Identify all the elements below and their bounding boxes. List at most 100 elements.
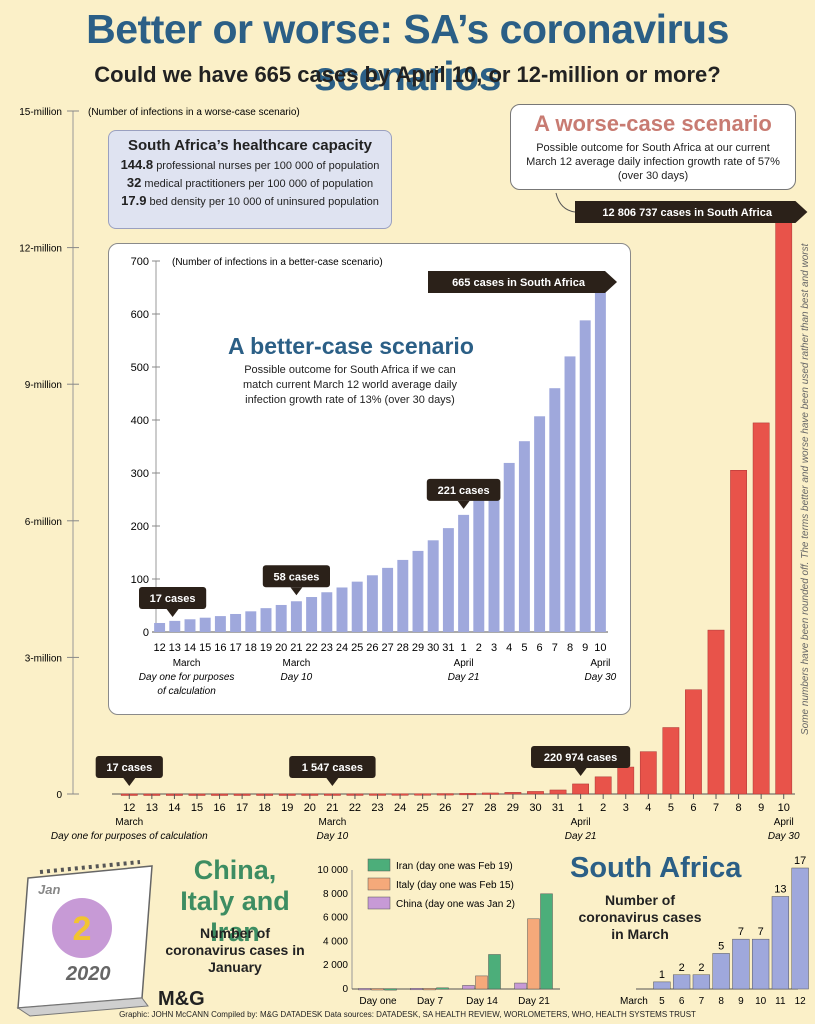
better-bar <box>199 617 211 632</box>
better-x-tick-label: 21 <box>290 642 302 654</box>
sa-data-label: 7 <box>758 926 764 938</box>
better-bar <box>366 575 378 632</box>
better-bar <box>503 462 515 632</box>
cii-legend-swatch <box>367 858 391 872</box>
better-x-tick-label: 29 <box>412 642 424 654</box>
better-x-tick-label: 12 <box>153 642 165 654</box>
sa-bar <box>751 938 770 990</box>
worse-callout: 1 547 cases <box>289 755 376 786</box>
better-bar <box>214 616 226 632</box>
worse-case-title: A worse-case scenario <box>534 111 772 136</box>
cii-bar <box>475 975 488 990</box>
worse-y-tick-label: 15-million <box>19 107 62 118</box>
better-bar <box>245 611 257 632</box>
sa-data-label: 7 <box>738 926 744 938</box>
sa-data-label: 2 <box>679 962 685 974</box>
sa-x-tick-label: 10 <box>755 996 767 1007</box>
cii-legend-swatch <box>367 896 391 910</box>
cii-bar <box>488 954 501 990</box>
sa-x-tick-label: 7 <box>699 996 705 1007</box>
sa-data-label: 5 <box>718 940 724 952</box>
better-x-tick-label: 8 <box>567 642 573 654</box>
svg-text:12 806 737 cases in South Afri: 12 806 737 cases in South Africa <box>602 207 772 219</box>
cii-legend-label: Iran (day one was Feb 19) <box>396 861 513 872</box>
sa-data-label: 2 <box>698 962 704 974</box>
worse-x-sublabel: April <box>774 817 794 828</box>
cii-legend-label: Italy (day one was Feb 15) <box>396 880 514 891</box>
mg-logo: M&G <box>158 988 205 1010</box>
better-bar <box>184 619 196 632</box>
better-x-tick-label: 24 <box>336 642 348 654</box>
sa-x-tick-label: 9 <box>738 996 744 1007</box>
worse-x-tick-label: 14 <box>168 802 180 814</box>
better-bar <box>564 356 576 632</box>
better-x-tick-label: 6 <box>537 642 543 654</box>
better-x-tick-label: 31 <box>442 642 454 654</box>
better-bar <box>518 441 530 632</box>
better-x-sublabel: April <box>590 658 610 669</box>
sa-bar <box>732 938 750 990</box>
sa-x-prefix: March <box>620 996 648 1007</box>
better-case-title: A better-case scenario <box>228 333 474 359</box>
better-x-tick-label: 1 <box>461 642 467 654</box>
worse-x-tick-label: 30 <box>529 802 541 814</box>
calendar-month: Jan <box>38 882 60 897</box>
better-y-tick-label: 700 <box>131 256 149 268</box>
worse-x-tick-label: 31 <box>552 802 564 814</box>
cii-bar <box>423 988 436 991</box>
better-x-tick-label: 13 <box>169 642 181 654</box>
better-x-tick-label: 19 <box>260 642 272 654</box>
calendar-icon: 2 Jan 2020 <box>16 860 153 1017</box>
svg-text:1 547 cases: 1 547 cases <box>302 762 363 774</box>
cii-y-tick-label: 4 000 <box>323 936 348 947</box>
cii-bar <box>358 988 371 991</box>
hc-num-2: 32 <box>126 175 142 190</box>
cii-bar <box>436 987 449 990</box>
better-x-tick-label: 16 <box>214 642 226 654</box>
better-bar <box>154 622 166 632</box>
better-x-tick-label: 20 <box>275 642 287 654</box>
sa-x-tick-label: 12 <box>795 996 807 1007</box>
better-bar <box>306 597 318 632</box>
better-x-sublabel: Day 21 <box>448 672 480 683</box>
better-y-axis-label: (Number of infections in a better-case s… <box>172 257 383 268</box>
china-italy-iran-desc: Number of coronavirus cases in January <box>165 925 305 975</box>
worse-y-axis-label: (Number of infections in a worse-case sc… <box>88 107 300 118</box>
better-bar <box>336 587 348 632</box>
better-bar <box>397 559 409 632</box>
worse-x-tick-label: 25 <box>417 802 429 814</box>
worse-x-tick-label: 28 <box>484 802 496 814</box>
worse-x-tick-label: 1 <box>578 802 584 814</box>
worse-x-sublabel: Day 30 <box>768 831 800 842</box>
better-x-sublabel: April <box>454 658 474 669</box>
worse-y-tick-label: 9-million <box>25 380 62 391</box>
worse-y-tick-label: 6-million <box>25 517 62 528</box>
worse-x-tick-label: 20 <box>304 802 316 814</box>
better-bar <box>579 320 591 632</box>
better-x-tick-label: 4 <box>506 642 512 654</box>
better-x-tick-label: 14 <box>184 642 196 654</box>
better-x-tick-label: 3 <box>491 642 497 654</box>
better-y-tick-label: 300 <box>131 468 149 480</box>
svg-text:58 cases: 58 cases <box>273 571 319 583</box>
worse-case-desc: Possible outcome for South Africa at our… <box>526 142 780 182</box>
better-y-tick-label: 100 <box>131 574 149 586</box>
better-bar <box>260 608 272 632</box>
better-bar <box>594 279 606 632</box>
cii-x-tick-label: Day 7 <box>417 996 444 1007</box>
better-x-tick-label: 22 <box>305 642 317 654</box>
better-bar <box>488 482 500 632</box>
cii-y-tick-label: 0 <box>342 984 348 995</box>
hc-num-1: 144.8 <box>120 157 154 172</box>
better-y-tick-label: 400 <box>131 415 149 427</box>
hc-text-1: professional nurses per 100 000 of popul… <box>156 160 380 172</box>
cii-bar <box>384 988 397 991</box>
better-y-tick-label: 500 <box>131 362 149 374</box>
worse-x-sublabel: April <box>571 817 591 828</box>
sa-data-label: 17 <box>794 855 806 867</box>
better-x-tick-label: 25 <box>351 642 363 654</box>
cii-bar <box>514 982 527 990</box>
page-title: Better or worse: SA’s coronavirus scenar… <box>86 6 729 99</box>
